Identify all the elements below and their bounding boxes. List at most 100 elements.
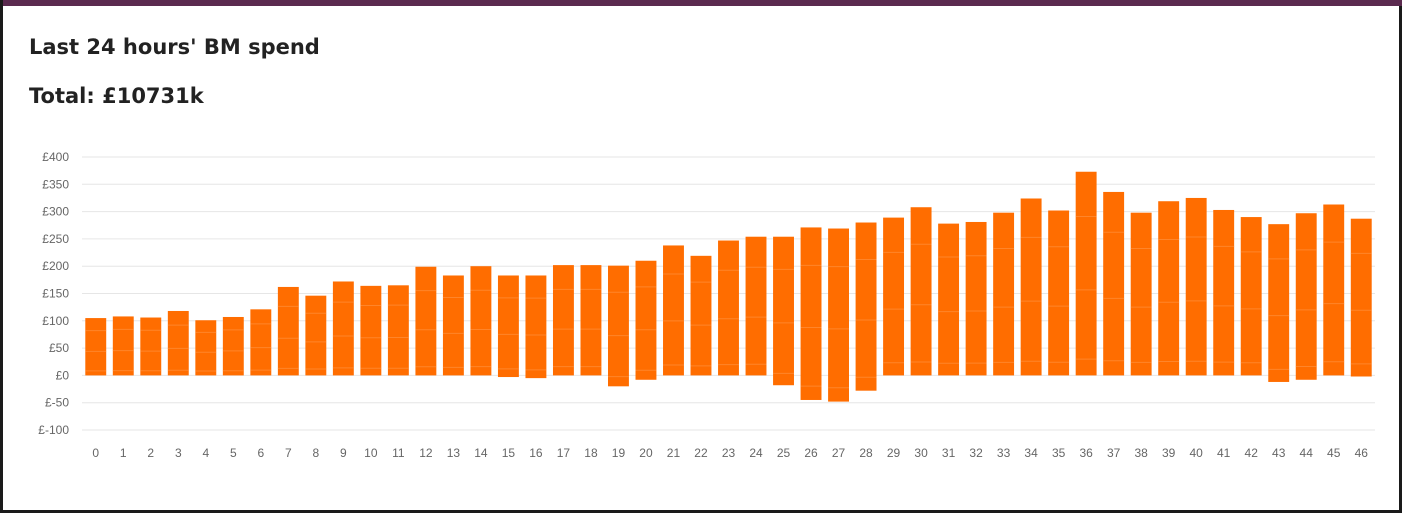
bar (195, 320, 217, 376)
total-label: Total: (29, 84, 95, 108)
y-tick-label: £350 (42, 177, 69, 191)
x-tick-label: 43 (1272, 446, 1286, 460)
bar (1158, 201, 1180, 376)
x-tick-label: 23 (722, 446, 736, 460)
bar (470, 266, 492, 376)
bar (745, 236, 767, 376)
y-tick-label: £300 (42, 205, 69, 219)
x-tick-label: 17 (557, 446, 571, 460)
x-tick-label: 22 (694, 446, 708, 460)
bar-chart: £400 £350 £300 £250 £200 £150 £100 £50 £0 £-50 £-1… (38, 150, 1375, 460)
x-tick-label: 41 (1217, 446, 1231, 460)
bar (1323, 204, 1345, 376)
x-tick-label: 28 (859, 446, 873, 460)
x-tick-label: 38 (1134, 446, 1148, 460)
bar (415, 266, 437, 376)
x-tick-label: 27 (832, 446, 846, 460)
x-tick-label: 15 (502, 446, 516, 460)
bar (1048, 210, 1070, 376)
x-tick-label: 19 (612, 446, 626, 460)
bar (1130, 212, 1152, 376)
x-tick-label: 7 (285, 446, 292, 460)
x-tick-label: 14 (474, 446, 488, 460)
bar (773, 236, 794, 386)
y-tick-label: £100 (42, 314, 69, 328)
x-tick-label: 36 (1079, 446, 1093, 460)
bar (938, 223, 960, 376)
x-tick-label: 24 (749, 446, 763, 460)
bar (1350, 218, 1372, 377)
bar (112, 316, 134, 376)
x-tick-label: 25 (777, 446, 791, 460)
x-tick-label: 10 (364, 446, 378, 460)
x-tick-label: 44 (1300, 446, 1314, 460)
bar (718, 240, 739, 376)
y-tick-label: £150 (42, 287, 69, 301)
bar (552, 265, 574, 376)
bar (360, 285, 382, 376)
x-tick-label: 29 (887, 446, 901, 460)
y-tick-label: £-50 (45, 396, 69, 410)
y-tick-label: £0 (56, 368, 70, 382)
bar (222, 316, 244, 376)
total-value: £10731k (102, 84, 204, 108)
x-tick-label: 37 (1107, 446, 1121, 460)
y-tick-label: £50 (49, 341, 69, 355)
y-tick-label: £250 (42, 232, 69, 246)
y-tick-label: £400 (42, 150, 69, 164)
bar (497, 275, 519, 378)
bar (525, 275, 547, 379)
x-tick-label: 9 (340, 446, 347, 460)
x-tick-label: 30 (914, 446, 928, 460)
y-tick-label: £200 (42, 259, 69, 273)
bar (910, 207, 932, 376)
x-tick-label: 39 (1162, 446, 1176, 460)
bar (608, 265, 629, 387)
bar (85, 318, 107, 376)
x-tick-label: 0 (92, 446, 99, 460)
chart-title: Last 24 hours' BM spend (29, 35, 320, 59)
bar (965, 221, 987, 376)
bar (442, 275, 464, 376)
bar (167, 310, 189, 376)
bar (140, 317, 162, 376)
bar (387, 285, 409, 376)
bar (800, 227, 822, 400)
bar (277, 286, 299, 376)
x-tick-label: 21 (667, 446, 681, 460)
x-tick-label: 26 (804, 446, 818, 460)
total-line: Total: £10731k (29, 84, 204, 108)
x-tick-label: 46 (1355, 446, 1369, 460)
x-tick-label: 8 (312, 446, 319, 460)
bar (1020, 198, 1042, 376)
x-tick-label: 31 (942, 446, 956, 460)
y-tick-label: £-100 (38, 423, 69, 437)
x-tick-label: 45 (1327, 446, 1341, 460)
bar (828, 228, 849, 402)
bar (1268, 224, 1290, 382)
bar (580, 265, 602, 376)
x-tick-label: 6 (257, 446, 264, 460)
bar (993, 212, 1015, 376)
x-tick-label: 32 (969, 446, 983, 460)
bar (855, 222, 877, 391)
bar (1213, 209, 1235, 376)
bar (690, 255, 712, 376)
x-tick-label: 5 (230, 446, 237, 460)
bar (1240, 217, 1262, 376)
bar (305, 295, 327, 376)
bar (1103, 191, 1125, 376)
bar (663, 245, 684, 376)
bar (635, 260, 657, 380)
bar (883, 217, 905, 376)
x-tick-label: 34 (1024, 446, 1038, 460)
x-tick-label: 16 (529, 446, 543, 460)
bar (1185, 197, 1207, 376)
x-tick-label: 18 (584, 446, 598, 460)
x-tick-label: 20 (639, 446, 653, 460)
x-tick-label: 1 (120, 446, 127, 460)
bar (250, 309, 272, 376)
top-accent-bar (3, 0, 1402, 6)
bar (1075, 171, 1097, 376)
